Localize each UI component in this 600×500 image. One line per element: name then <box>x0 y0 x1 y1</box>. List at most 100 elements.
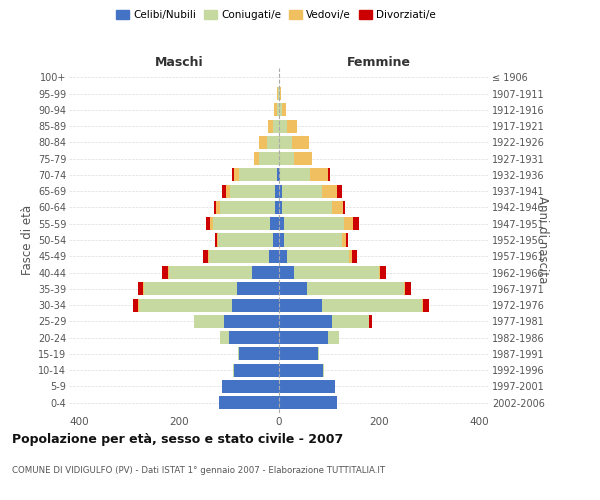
Bar <box>279 136 292 149</box>
Text: Femmine: Femmine <box>347 56 411 69</box>
Bar <box>331 201 343 214</box>
Bar <box>229 331 279 344</box>
Bar <box>280 168 310 181</box>
Bar <box>337 184 341 198</box>
Y-axis label: Fasce di età: Fasce di età <box>20 205 34 275</box>
Text: Popolazione per età, sesso e stato civile - 2007: Popolazione per età, sesso e stato civil… <box>12 432 343 446</box>
Bar <box>323 364 324 376</box>
Bar <box>254 152 259 165</box>
Bar <box>294 266 379 279</box>
Bar <box>212 217 270 230</box>
Bar <box>219 396 279 409</box>
Bar <box>275 184 279 198</box>
Bar <box>284 234 341 246</box>
Bar <box>281 201 331 214</box>
Bar <box>138 282 143 296</box>
Bar <box>239 168 277 181</box>
Bar <box>268 120 273 132</box>
Bar <box>206 217 210 230</box>
Bar <box>294 152 311 165</box>
Bar <box>274 104 277 117</box>
Bar <box>331 315 369 328</box>
Bar <box>232 168 234 181</box>
Bar <box>273 120 279 132</box>
Bar <box>279 250 287 263</box>
Y-axis label: Anni di nascita: Anni di nascita <box>536 196 549 284</box>
Bar <box>281 104 286 117</box>
Bar <box>144 282 236 296</box>
Bar <box>279 120 287 132</box>
Bar <box>322 298 421 312</box>
Bar <box>222 184 226 198</box>
Bar <box>169 266 251 279</box>
Bar <box>273 234 279 246</box>
Bar <box>133 298 138 312</box>
Bar <box>216 201 220 214</box>
Bar <box>270 217 279 230</box>
Bar <box>279 315 331 328</box>
Bar <box>162 266 168 279</box>
Bar <box>259 136 266 149</box>
Bar <box>328 331 339 344</box>
Bar <box>218 234 273 246</box>
Bar <box>234 168 239 181</box>
Bar <box>203 250 208 263</box>
Bar <box>233 364 234 376</box>
Bar <box>369 315 371 328</box>
Bar <box>279 364 323 376</box>
Bar <box>277 87 278 100</box>
Bar <box>281 184 322 198</box>
Bar <box>421 298 422 312</box>
Bar <box>284 217 344 230</box>
Bar <box>217 234 218 246</box>
Bar <box>277 104 279 117</box>
Bar <box>280 87 281 100</box>
Bar <box>318 348 319 360</box>
Bar <box>194 315 224 328</box>
Bar <box>310 168 328 181</box>
Bar <box>269 250 279 263</box>
Bar <box>279 380 335 393</box>
Bar <box>422 298 428 312</box>
Bar <box>236 282 279 296</box>
Bar <box>344 217 353 230</box>
Bar <box>279 348 318 360</box>
Bar <box>238 348 239 360</box>
Bar <box>279 234 284 246</box>
Bar <box>279 266 294 279</box>
Legend: Celibi/Nubili, Coniugati/e, Vedovi/e, Divorziati/e: Celibi/Nubili, Coniugati/e, Vedovi/e, Di… <box>115 8 437 22</box>
Bar <box>277 168 279 181</box>
Bar <box>405 282 411 296</box>
Bar <box>287 120 296 132</box>
Bar <box>226 184 230 198</box>
Bar <box>279 152 294 165</box>
Bar <box>278 87 279 100</box>
Bar <box>328 168 330 181</box>
Bar <box>279 331 328 344</box>
Bar <box>353 217 359 230</box>
Bar <box>221 380 279 393</box>
Bar <box>220 201 275 214</box>
Bar <box>210 217 212 230</box>
Bar <box>307 282 404 296</box>
Bar <box>292 136 309 149</box>
Bar <box>279 168 280 181</box>
Bar <box>239 348 279 360</box>
Bar <box>230 184 275 198</box>
Bar <box>168 266 169 279</box>
Text: Maschi: Maschi <box>155 56 203 69</box>
Bar <box>215 234 217 246</box>
Bar <box>379 266 380 279</box>
Bar <box>234 364 279 376</box>
Bar <box>279 201 281 214</box>
Bar <box>209 250 269 263</box>
Bar <box>279 298 322 312</box>
Bar <box>139 298 232 312</box>
Bar <box>208 250 209 263</box>
Bar <box>341 234 346 246</box>
Bar <box>143 282 144 296</box>
Text: COMUNE DI VIDIGULFO (PV) - Dati ISTAT 1° gennaio 2007 - Elaborazione TUTTITALIA.: COMUNE DI VIDIGULFO (PV) - Dati ISTAT 1°… <box>12 466 385 475</box>
Bar <box>279 87 280 100</box>
Bar <box>346 234 348 246</box>
Bar <box>287 250 349 263</box>
